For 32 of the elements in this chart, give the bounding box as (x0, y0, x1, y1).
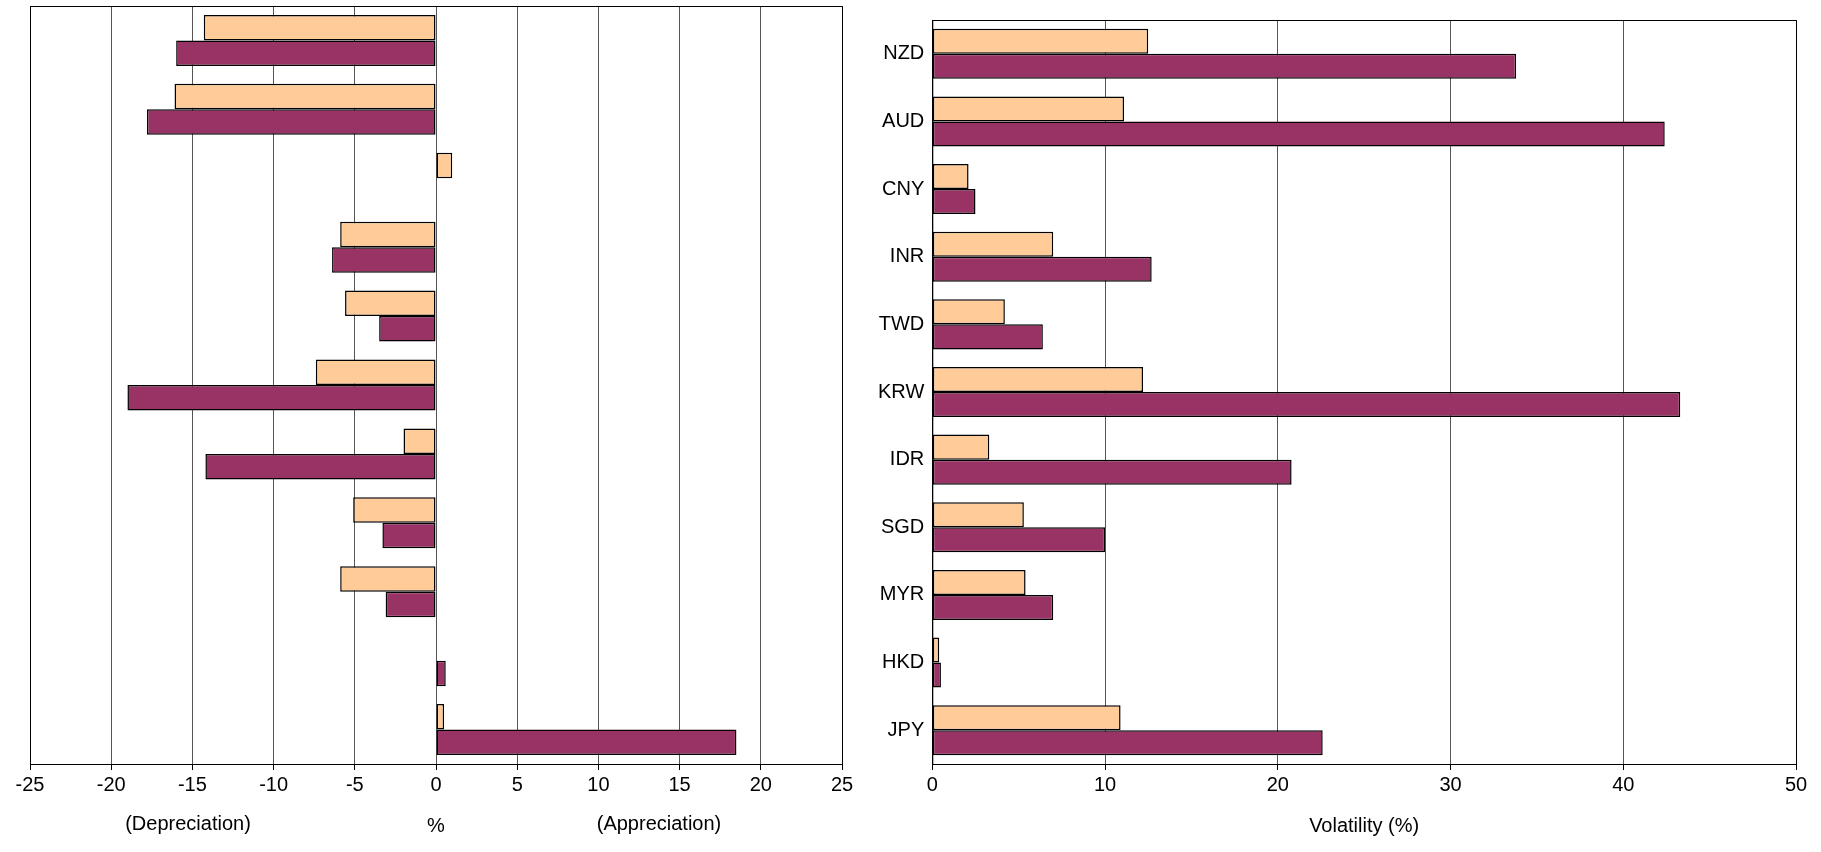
x-tick-label: 50 (1784, 772, 1808, 795)
y-tick-label: INR (889, 244, 925, 267)
text: (Appreciation) (596, 811, 722, 834)
x-tick-label: 25 (830, 772, 854, 795)
y-tick-label: NZD (883, 41, 925, 64)
x-tick-label: 40 (1612, 772, 1635, 795)
y-tick-label: IDR (889, 447, 925, 470)
y-tick-label: HKD (882, 650, 925, 673)
x-tick-label: -15 (177, 772, 207, 795)
x-axis-title: Volatility (%) (1309, 813, 1420, 836)
x-tick-label: 20 (749, 772, 772, 795)
text: (Depreciation) (125, 811, 251, 834)
x-tick-label: -5 (345, 772, 364, 795)
y-tick-label: AUD (882, 108, 925, 131)
y-tick-label: SGD (880, 514, 925, 537)
x-tick-label: 10 (587, 772, 610, 795)
x-tick-label: -10 (259, 772, 289, 795)
x-tick-label: -25 (15, 772, 45, 795)
y-tick-label: JPY (887, 717, 925, 740)
y-tick-label: CNY (882, 176, 925, 199)
x-tick-label: 15 (668, 772, 691, 795)
x-tick-label: 5 (511, 772, 523, 795)
y-tick-label: TWD (878, 311, 925, 334)
x-tick-label: 0 (926, 772, 938, 795)
x-tick-label: 10 (1093, 772, 1117, 795)
x-tick-label: 30 (1439, 772, 1462, 795)
y-tick-label: KRW (877, 379, 925, 402)
x-tick-label: 0 (430, 772, 442, 795)
x-tick-label: 20 (1266, 772, 1289, 795)
x-axis-title: % (427, 813, 446, 836)
y-tick-label: MYR (879, 582, 925, 605)
x-tick-label: -20 (96, 772, 126, 795)
